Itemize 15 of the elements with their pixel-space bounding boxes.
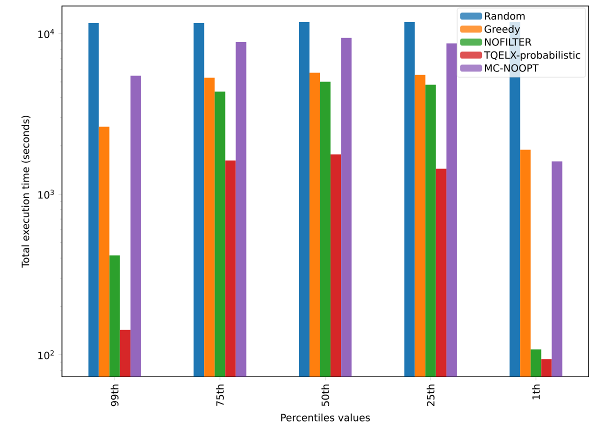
legend-label: Random xyxy=(485,12,525,20)
y-tick-label: 10$^{3}$ xyxy=(38,190,54,199)
x-axis-title: Percentiles values xyxy=(281,414,370,422)
legend-label: TQELX-probabilistic xyxy=(484,51,580,61)
y-tick-label: 10$^{4}$ xyxy=(38,29,54,38)
x-tick-label: 1th xyxy=(532,384,540,400)
legend-label: NOFILTER xyxy=(485,38,532,46)
legend-label: MC-NOOPT xyxy=(485,64,539,72)
legend-label: Greedy xyxy=(484,25,520,35)
x-tick-label: 75th xyxy=(216,384,224,406)
x-tick-label: 25th xyxy=(426,384,434,406)
x-tick-label: 99th xyxy=(110,384,118,406)
y-tick-label: 10$^{2}$ xyxy=(38,350,54,360)
x-tick-label: 50th xyxy=(321,384,330,406)
y-axis-title: Total execution time (seconds) xyxy=(21,116,30,268)
